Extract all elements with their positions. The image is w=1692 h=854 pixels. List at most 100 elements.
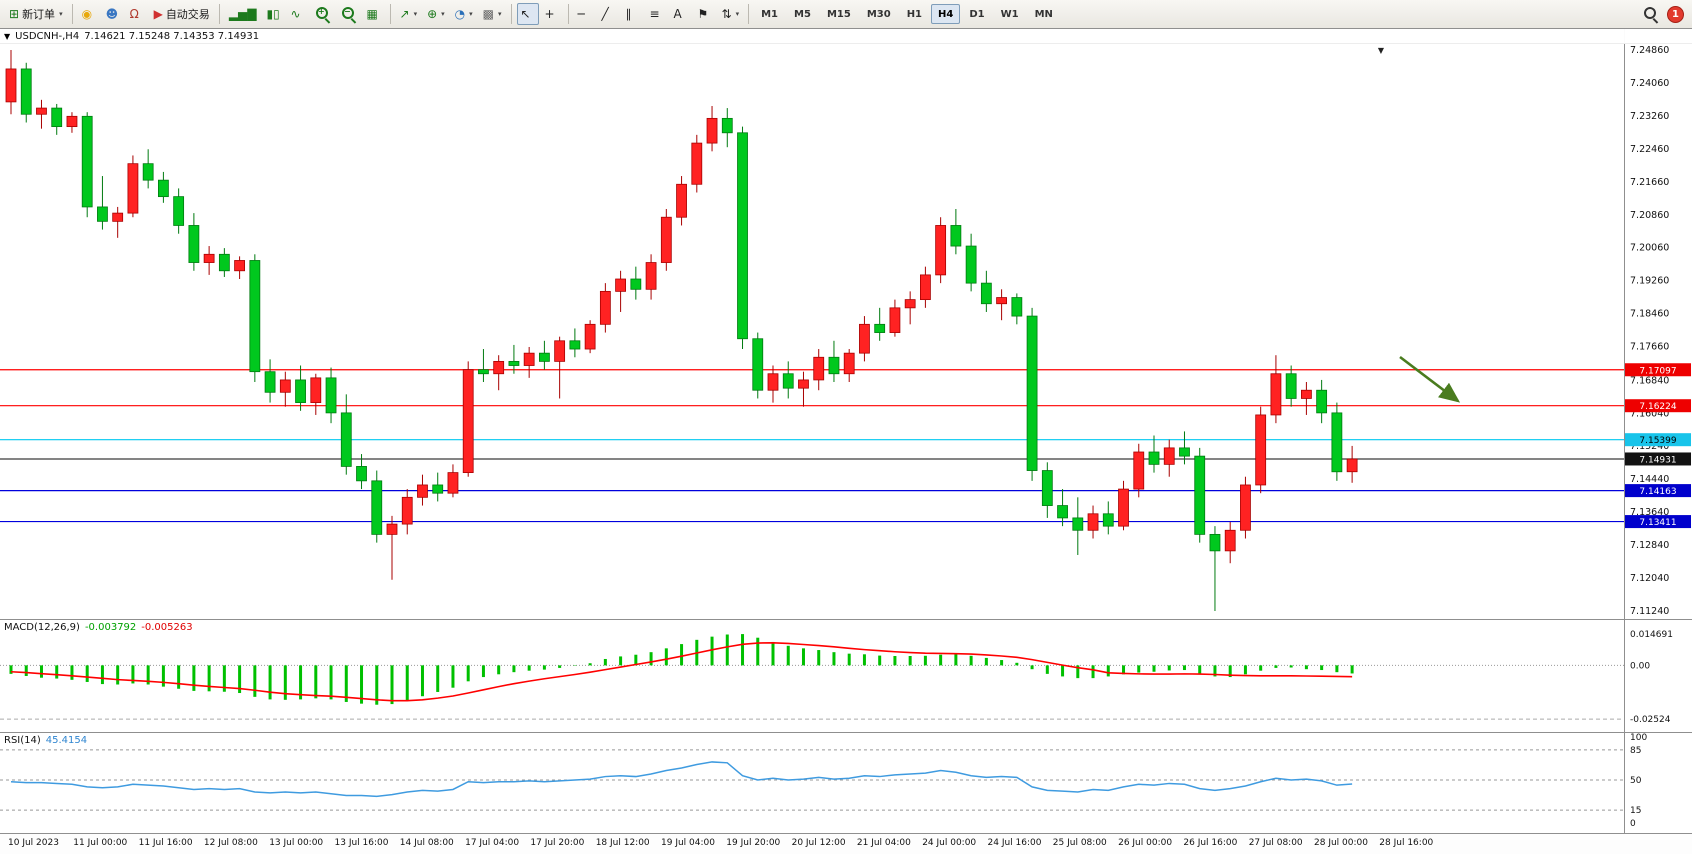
- candle: [904, 299, 916, 309]
- timeframe-m5-button[interactable]: M5: [787, 4, 818, 24]
- templates-button[interactable]: ▩ ▾: [479, 3, 506, 25]
- candle: [874, 323, 886, 333]
- toolbar: ⊞ 新订单 ▾ ◉ ☻ Ω ▶ 自动交易 ▂▅▇ ▮▯ ∿ + − ▦ ↗ ▾ ⊕ ▾ ◔ ▾ ▩ ▾ ↖ + ─ ╱ ∥ ≡ A ⚑ ⇅ ▾…: [0, 0, 1692, 28]
- candle: [935, 225, 947, 276]
- candle: [5, 68, 17, 103]
- arrows-dropdown-icon: ▾: [735, 10, 740, 18]
- timeframe-m1-button[interactable]: M1: [754, 4, 785, 24]
- indicators-button[interactable]: ↗ ▾: [396, 3, 422, 25]
- timeframe-d1-button[interactable]: D1: [962, 4, 991, 24]
- community-button[interactable]: ☻: [102, 3, 124, 25]
- rsi-chart-canvas[interactable]: 100 85 50 15 0: [0, 733, 1692, 833]
- zoom-out-icon: −: [341, 6, 357, 22]
- timeframe-mn-button[interactable]: MN: [1028, 4, 1060, 24]
- zoom-in-icon: +: [315, 6, 331, 22]
- candle: [920, 274, 931, 301]
- horizontal-line-button[interactable]: ─: [574, 3, 596, 25]
- price-axis-label: 7.24860: [1630, 45, 1669, 56]
- tile-windows-button[interactable]: ▦: [363, 3, 385, 25]
- time-axis-label: 13 Jul 00:00: [269, 838, 324, 848]
- time-axis-label: 20 Jul 12:00: [791, 838, 846, 848]
- time-axis-label: 11 Jul 16:00: [138, 838, 193, 848]
- text-label-button[interactable]: ⚑: [694, 3, 716, 25]
- price-axis-label: 7.14440: [1630, 474, 1669, 485]
- candle: [203, 253, 215, 263]
- crosshair-button[interactable]: +: [541, 3, 563, 25]
- time-axis-label: 19 Jul 04:00: [661, 838, 715, 848]
- time-axis-label: 24 Jul 00:00: [922, 838, 977, 848]
- time-axis-label: 26 Jul 00:00: [1118, 838, 1173, 848]
- toolbar-right: 1: [1643, 5, 1688, 23]
- candle: [1072, 517, 1084, 531]
- candle: [1148, 451, 1160, 465]
- templates-dropdown-icon: ▾: [498, 10, 502, 18]
- rsi-axis-label: 50: [1630, 776, 1642, 786]
- trendline-icon: ╱: [601, 7, 609, 21]
- lightbulb-button[interactable]: ◉: [78, 3, 100, 25]
- arrows-button[interactable]: ⇅ ▾: [718, 3, 744, 25]
- equidistant-channel-icon: ∥: [625, 7, 632, 21]
- candle: [737, 132, 748, 340]
- candle: [615, 278, 626, 292]
- time-axis-label: 10 Jul 2023: [8, 838, 59, 848]
- candle: [432, 484, 444, 494]
- toolbar-separator: [389, 4, 391, 24]
- candle: [1057, 505, 1068, 519]
- community-icon: ☻: [105, 7, 119, 21]
- notification-badge[interactable]: 1: [1667, 5, 1684, 23]
- time-axis[interactable]: 10 Jul 2023 11 Jul 00:00 11 Jul 16:00 12 Ju…: [0, 833, 1692, 854]
- support-headset-button[interactable]: Ω: [126, 3, 148, 25]
- candle: [660, 216, 672, 263]
- time-axis-label: 14 Jul 08:00: [399, 838, 454, 848]
- candle: [706, 117, 718, 144]
- equidistant-channel-button[interactable]: ∥: [622, 3, 644, 25]
- lightbulb-icon: ◉: [81, 7, 93, 21]
- timeframe-m30-button[interactable]: M30: [860, 4, 898, 24]
- chart-collapse-icon[interactable]: ▼: [4, 31, 11, 41]
- zoom-out-button[interactable]: −: [337, 3, 361, 25]
- text-button[interactable]: A: [670, 3, 692, 25]
- candle: [81, 115, 93, 208]
- timeframe-m15-button[interactable]: M15: [820, 4, 858, 24]
- periods-dropdown-icon: ▾: [469, 10, 473, 18]
- svg-text:7.15399: 7.15399: [1639, 436, 1676, 446]
- time-axis-label: 26 Jul 16:00: [1183, 838, 1238, 848]
- candle: [859, 323, 870, 354]
- bar-chart-button[interactable]: ▂▅▇: [225, 3, 261, 25]
- candle: [1163, 447, 1175, 465]
- candle: [980, 282, 992, 305]
- candle: [173, 196, 185, 226]
- timeframe-h1-button[interactable]: H1: [900, 4, 929, 24]
- candle: [1026, 315, 1038, 471]
- cursor-button[interactable]: ↖: [516, 3, 539, 25]
- macd-chart-canvas[interactable]: 0.014691 0.00 -0.02524: [0, 620, 1692, 732]
- price-axis-label: 7.12840: [1630, 540, 1669, 551]
- new-chart-button[interactable]: ⊕ ▾: [423, 3, 449, 25]
- candle: [340, 412, 352, 467]
- fibonacci-button[interactable]: ≡: [646, 3, 668, 25]
- timeframe-w1-button[interactable]: W1: [994, 4, 1026, 24]
- timeframe-h4-button[interactable]: H4: [931, 4, 961, 24]
- new-order-button[interactable]: ⊞ 新订单 ▾: [5, 3, 67, 25]
- horizontal-line-icon: ─: [577, 7, 585, 21]
- line-chart-button[interactable]: ∿: [287, 3, 309, 25]
- zoom-in-button[interactable]: +: [311, 3, 335, 25]
- price-axis-label: 7.22460: [1630, 144, 1669, 155]
- new-order-label: 新订单: [22, 8, 56, 21]
- autotrade-button[interactable]: ▶ 自动交易: [150, 3, 214, 25]
- periods-button[interactable]: ◔ ▾: [451, 3, 477, 25]
- candle: [66, 115, 78, 128]
- trendline-button[interactable]: ╱: [598, 3, 620, 25]
- main-chart-panel: 7.24860 7.24060 7.23260 7.22460 7.21660 7.208…: [0, 28, 1692, 619]
- trend-arrow-annotation[interactable]: [1399, 355, 1461, 403]
- bar-chart-icon: ▂▅▇: [228, 7, 257, 21]
- candle: [1011, 297, 1023, 317]
- rsi-axis-label: 85: [1630, 746, 1641, 756]
- search-icon[interactable]: [1643, 6, 1659, 22]
- text-label-icon: ⚑: [697, 7, 709, 21]
- candle: [599, 290, 611, 325]
- price-tag-7.15399: [1625, 433, 1691, 447]
- candlestick-chart-button[interactable]: ▮▯: [263, 3, 285, 25]
- rsi-axis-label: 15: [1630, 806, 1641, 816]
- main-chart-canvas[interactable]: 7.24860 7.24060 7.23260 7.22460 7.21660 7.208…: [0, 29, 1692, 619]
